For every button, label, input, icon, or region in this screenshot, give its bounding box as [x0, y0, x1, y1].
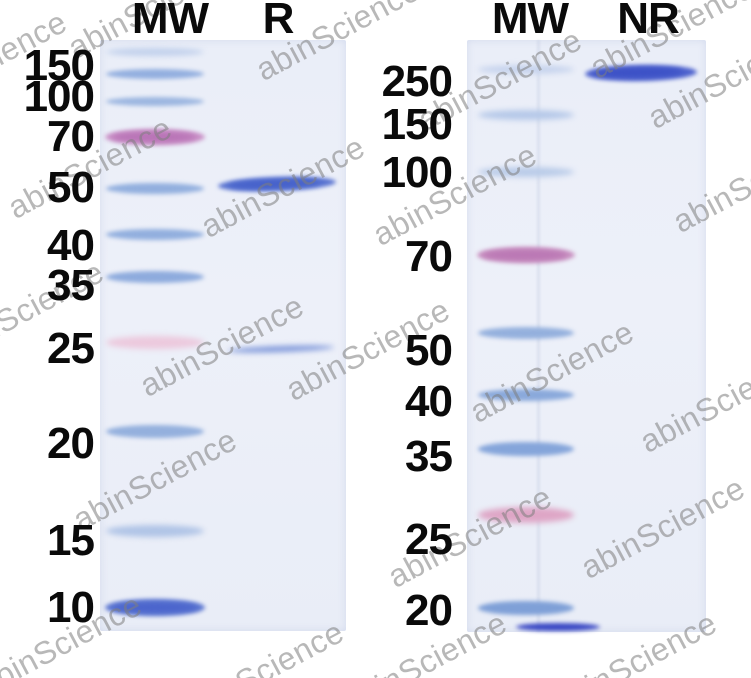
mw-label-right-25: 25 [405, 515, 453, 564]
ladder-band-100kda-right [478, 167, 574, 177]
mw-label-left-150: 150 [23, 41, 95, 90]
ladder-band-20kda-left [106, 425, 204, 438]
ladder-band-70kda-right-core [483, 250, 567, 260]
ladder-band-150kda-right [478, 110, 574, 120]
gel-panel-non-reduced [467, 40, 706, 632]
mw-label-right-100: 100 [381, 148, 453, 197]
mw-label-left-100: 100 [23, 72, 95, 121]
mw-label-left-70: 70 [47, 112, 95, 161]
ladder-band-25kda-right [478, 507, 574, 523]
ladder-band-70kda-left-core [112, 132, 196, 142]
mw-label-left-25: 25 [47, 324, 95, 373]
mw-label-right-250: 250 [381, 57, 453, 106]
ladder-band-35kda-right [478, 442, 574, 456]
ladder-band-25kda-left [106, 336, 204, 349]
ladder-band-250kda-left [106, 48, 204, 56]
ladder-band-40kda-right [478, 389, 574, 401]
lane-header-nr: NR [617, 0, 680, 43]
lane-header-mw-right: MW [491, 0, 569, 43]
mw-label-left-10: 10 [47, 583, 95, 632]
ladder-band-15kda-left [106, 525, 204, 537]
mw-label-right-35: 35 [405, 432, 453, 481]
mw-label-left-40: 40 [47, 221, 95, 270]
ladder-band-10kda-left-core [112, 603, 198, 612]
ladder-band-100kda-left [106, 97, 204, 106]
dye-front-band [516, 623, 600, 631]
ladder-band-250kda-right [478, 65, 574, 74]
ladder-band-50kda-left [106, 183, 204, 194]
gel-panel-reduced [100, 40, 346, 631]
mw-label-left-35: 35 [47, 261, 95, 310]
ladder-band-150kda-left [106, 69, 204, 79]
mw-label-right-20: 20 [405, 586, 453, 635]
mw-label-right-40: 40 [405, 377, 453, 426]
mw-label-right-70: 70 [405, 232, 453, 281]
mw-label-left-15: 15 [47, 516, 95, 565]
mw-label-right-50: 50 [405, 326, 453, 375]
mw-label-left-20: 20 [47, 419, 95, 468]
lane-header-mw-left: MW [131, 0, 209, 43]
ladder-band-20kda-right [478, 601, 574, 615]
lane-header-r: R [262, 0, 295, 43]
ladder-band-50kda-right [478, 327, 574, 339]
ladder-band-35kda-left [106, 271, 204, 283]
ladder-band-40kda-left [106, 229, 204, 240]
mw-label-right-150: 150 [381, 100, 453, 149]
mw-label-left-50: 50 [47, 163, 95, 212]
